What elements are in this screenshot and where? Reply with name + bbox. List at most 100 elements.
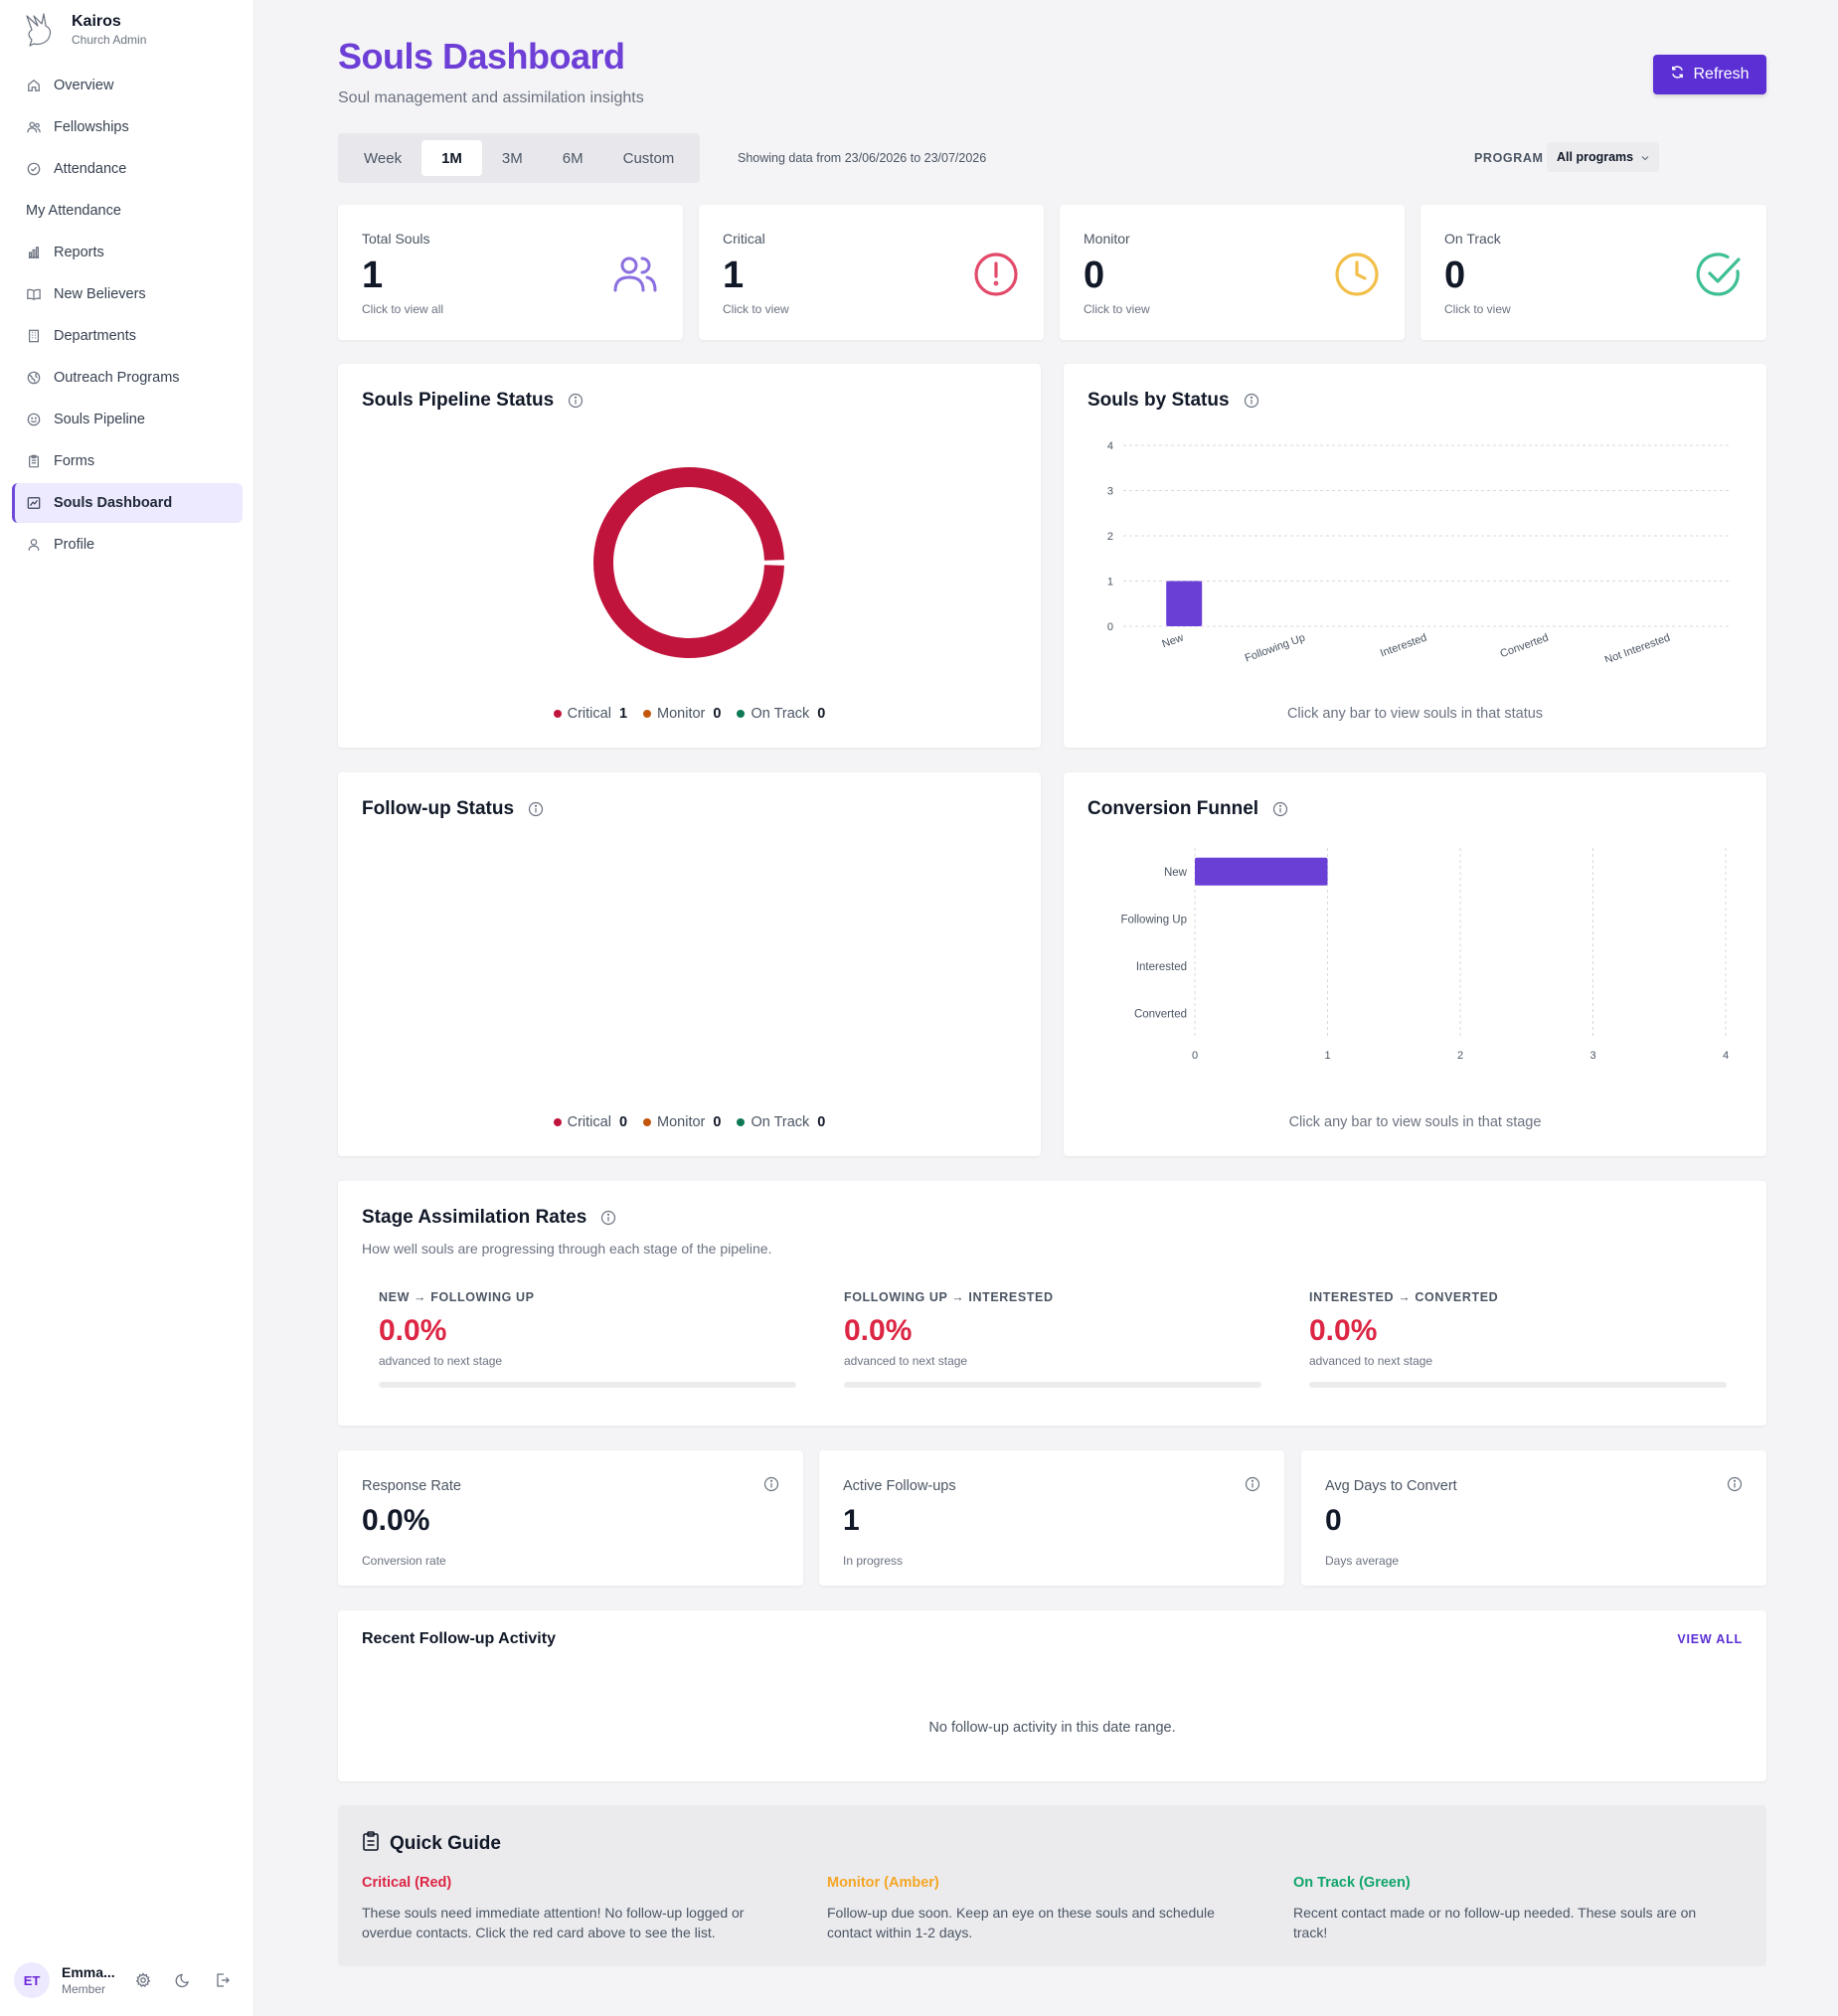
y-tick-label: New [1164, 867, 1188, 879]
stage-progress-bar [844, 1382, 1261, 1388]
info-icon[interactable] [600, 1210, 616, 1226]
legend-item-critical[interactable]: Critical 1 [553, 706, 627, 722]
program-select[interactable]: All programs [1547, 142, 1660, 172]
refresh-label: Refresh [1693, 66, 1750, 83]
range-custom-button[interactable]: Custom [622, 149, 675, 167]
sidebar-item-label: Attendance [54, 161, 127, 177]
y-tick-label: 1 [1107, 577, 1113, 588]
followup-status-card: Follow-up Status Critical 0 Monitor 0 On T… [338, 772, 1041, 1156]
sidebar-item-souls-pipeline[interactable]: Souls Pipeline [12, 400, 243, 439]
user-profile[interactable]: ET Emma... Member [14, 1962, 115, 1998]
legend-item-monitor[interactable]: Monitor 0 [643, 706, 721, 722]
empty-state-message: No follow-up activity in this date range… [928, 1720, 1176, 1736]
sidebar-item-attendance[interactable]: Attendance [12, 149, 243, 189]
quick-guide: Quick Guide Critical (Red) These souls n… [338, 1805, 1766, 1966]
avatar: ET [14, 1962, 50, 1998]
bar-new[interactable] [1195, 857, 1328, 886]
sidebar-item-fellowships[interactable]: Fellowships [12, 107, 243, 147]
guide-text: Recent contact made or no follow-up need… [1293, 1905, 1697, 1940]
metric-hint: Conversion rate [362, 1554, 446, 1568]
sidebar-item-profile[interactable]: Profile [12, 525, 243, 565]
legend-label: On Track [751, 1114, 810, 1130]
y-tick-label: Converted [1134, 1008, 1187, 1020]
user-role: Member [62, 1982, 106, 1996]
stage-note: advanced to next stage [379, 1354, 503, 1368]
stat-card-critical[interactable]: Critical 1 Click to view [699, 205, 1044, 340]
bar-new[interactable] [1166, 581, 1203, 627]
stat-card-on-track[interactable]: On Track 0 Click to view [1420, 205, 1766, 340]
info-icon[interactable] [1272, 801, 1288, 817]
range-6m-button[interactable]: 6M [562, 149, 584, 167]
legend-item-on-track[interactable]: On Track 0 [737, 706, 825, 722]
check-circle-icon [26, 161, 42, 177]
stat-card-total-souls[interactable]: Total Souls 1 Click to view all [338, 205, 683, 340]
stat-hint: Click to view [723, 302, 789, 316]
program-label: PROGRAM [1474, 151, 1544, 165]
brand[interactable]: Kairos Church Admin [24, 12, 146, 48]
metric-title: Active Follow-ups [843, 1478, 956, 1494]
page-subtitle: Soul management and assimilation insight… [338, 89, 644, 106]
sidebar-item-overview[interactable]: Overview [12, 66, 243, 105]
range-1m-button[interactable]: 1M [421, 140, 482, 176]
legend-item-on-track[interactable]: On Track 0 [737, 1114, 825, 1130]
y-tick-label: 2 [1107, 531, 1113, 543]
guide-heading: Monitor (Amber) [827, 1875, 939, 1891]
x-tick-label: 3 [1589, 1050, 1595, 1062]
assimilation-stage: FOLLOWING UP → INTERESTED 0.0% advanced … [844, 1290, 1261, 1388]
metric-hint: Days average [1325, 1554, 1400, 1568]
brand-name: Kairos [72, 13, 121, 30]
sidebar-item-outreach-programs[interactable]: Outreach Programs [12, 358, 243, 398]
logout-icon[interactable] [215, 1972, 233, 1990]
view-all-link[interactable]: VIEW ALL [1677, 1632, 1743, 1646]
info-icon[interactable] [1244, 393, 1259, 409]
guide-text: Follow-up due soon. Keep an eye on these… [827, 1905, 1215, 1940]
sidebar-item-new-believers[interactable]: New Believers [12, 274, 243, 314]
sidebar-item-my-attendance[interactable]: My Attendance [12, 191, 243, 231]
chart-hint: Click any bar to view souls in that stag… [1288, 1114, 1542, 1130]
info-icon[interactable] [528, 801, 544, 817]
by-status-title: Souls by Status [1087, 390, 1230, 411]
stat-card-monitor[interactable]: Monitor 0 Click to view [1060, 205, 1405, 340]
stat-hint: Click to view [1084, 302, 1150, 316]
legend-item-critical[interactable]: Critical 0 [553, 1114, 627, 1130]
metric-card-avg-days: Avg Days to Convert 0 Days average [1301, 1450, 1766, 1586]
info-icon[interactable] [763, 1476, 779, 1492]
stage-label: NEW → FOLLOWING UP [379, 1290, 535, 1304]
clipboard-icon [362, 1831, 380, 1857]
sidebar-item-souls-dashboard[interactable]: Souls Dashboard [12, 483, 243, 523]
sidebar-item-reports[interactable]: Reports [12, 233, 243, 272]
sidebar-item-label: Overview [54, 78, 114, 93]
metric-card-active-followups: Active Follow-ups 1 In progress [819, 1450, 1284, 1586]
legend-item-monitor[interactable]: Monitor 0 [643, 1114, 721, 1130]
info-icon[interactable] [1727, 1476, 1743, 1492]
info-icon[interactable] [1245, 1476, 1260, 1492]
gear-icon[interactable] [135, 1972, 153, 1990]
date-range-info: Showing data from 23/06/2026 to 23/07/20… [738, 151, 987, 165]
guide-title-text: Quick Guide [390, 1833, 501, 1854]
y-tick-label: Following Up [1121, 914, 1187, 925]
stat-hint: Click to view [1444, 302, 1511, 316]
sidebar-item-departments[interactable]: Departments [12, 316, 243, 356]
y-tick-label: 3 [1107, 486, 1113, 498]
metric-hint: In progress [843, 1554, 904, 1568]
stat-value: 1 [362, 254, 384, 296]
dove-logo-icon [26, 13, 52, 47]
stage-note: advanced to next stage [844, 1354, 968, 1368]
x-tick-label: Interested [1379, 632, 1428, 660]
user-actions [135, 1972, 233, 1990]
range-week-button[interactable]: Week [364, 149, 403, 167]
page-title: Souls Dashboard [338, 36, 625, 77]
card-title: Conversion Funnel [1087, 798, 1288, 820]
moon-icon[interactable] [175, 1972, 193, 1990]
pipeline-donut-chart[interactable] [580, 457, 798, 668]
assimilation-stage: INTERESTED → CONVERTED 0.0% advanced to … [1309, 1290, 1727, 1388]
stage-value: 0.0% [1309, 1314, 1378, 1347]
info-icon[interactable] [568, 393, 584, 409]
users-icon [26, 119, 42, 135]
range-3m-button[interactable]: 3M [501, 149, 523, 167]
sidebar-item-label: My Attendance [26, 203, 121, 219]
sidebar-item-forms[interactable]: Forms [12, 441, 243, 481]
refresh-button[interactable]: Refresh [1653, 55, 1766, 94]
pie-slice-critical[interactable] [593, 467, 784, 658]
followup-title: Follow-up Status [362, 798, 515, 819]
